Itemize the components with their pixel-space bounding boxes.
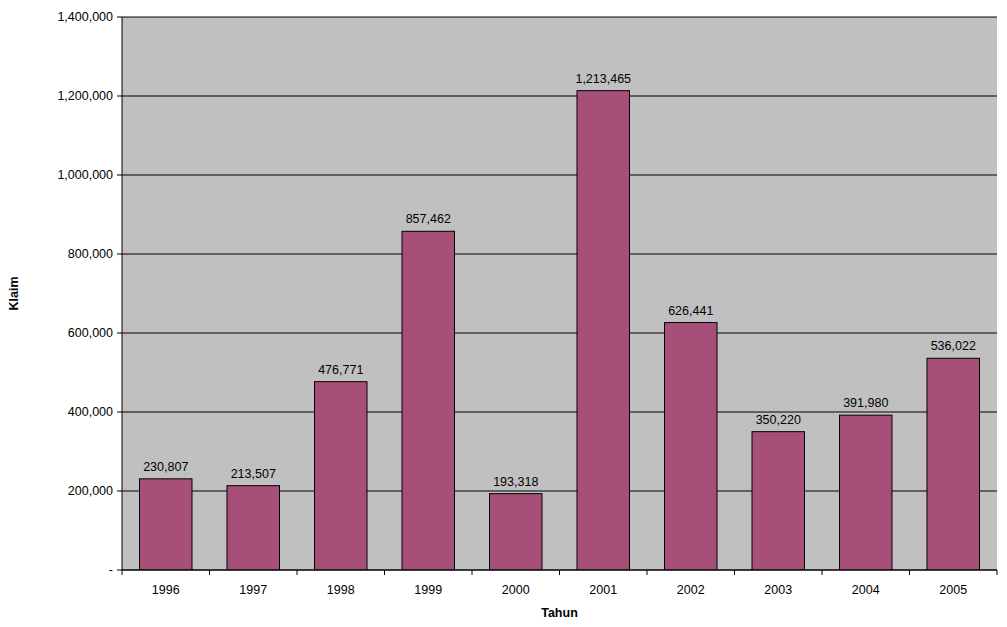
bar <box>927 358 980 570</box>
y-tick <box>117 412 122 413</box>
data-label: 230,807 <box>143 460 188 474</box>
y-tick-label: 400,000 <box>68 405 113 419</box>
y-tick-label: 1,000,000 <box>57 168 113 182</box>
x-tick <box>122 570 123 575</box>
data-label: 536,022 <box>931 339 976 353</box>
y-tick-label: 200,000 <box>68 484 113 498</box>
x-tick <box>559 570 560 575</box>
y-tick <box>117 491 122 492</box>
y-tick-label: 1,400,000 <box>57 10 113 24</box>
grid-line <box>122 333 997 334</box>
x-tick-label: 2005 <box>939 583 967 597</box>
y-tick-label: - <box>109 563 113 577</box>
data-label: 626,441 <box>668 304 713 318</box>
bars <box>140 91 980 570</box>
data-label: 857,462 <box>406 212 451 226</box>
bar <box>315 382 368 570</box>
data-label: 213,507 <box>231 467 276 481</box>
bar <box>402 231 455 570</box>
y-tick-label: 800,000 <box>68 247 113 261</box>
bar <box>752 432 805 570</box>
y-axis <box>122 17 123 570</box>
y-tick-label: 1,200,000 <box>57 89 113 103</box>
bar <box>665 323 718 570</box>
y-tick <box>117 96 122 97</box>
x-tick <box>822 570 823 575</box>
x-tick-label: 1998 <box>327 583 355 597</box>
x-tick <box>209 570 210 575</box>
x-tick-label: 1999 <box>414 583 442 597</box>
grid-line <box>122 254 997 255</box>
bar <box>577 91 630 570</box>
y-tick <box>117 570 122 571</box>
data-label: 193,318 <box>493 475 538 489</box>
x-tick <box>472 570 473 575</box>
x-axis-title: Tahun <box>541 606 578 620</box>
x-tick-label: 2002 <box>677 583 705 597</box>
grid-line <box>122 17 997 18</box>
data-label: 391,980 <box>843 396 888 410</box>
x-tick <box>734 570 735 575</box>
x-tick <box>384 570 385 575</box>
y-tick <box>117 175 122 176</box>
x-tick <box>997 570 998 575</box>
y-tick-label: 600,000 <box>68 326 113 340</box>
plot-area <box>122 17 997 570</box>
x-tick-label: 1997 <box>239 583 267 597</box>
x-tick-label: 1996 <box>152 583 180 597</box>
x-tick-label: 2000 <box>502 583 530 597</box>
grid-line <box>122 412 997 413</box>
x-tick-label: 2003 <box>764 583 792 597</box>
bar <box>840 415 893 570</box>
chart: - 200,000 400,000 600,000 800,000 1,000,000 1,… <box>0 0 1007 627</box>
x-tick-label: 2001 <box>589 583 617 597</box>
x-tick-label: 2004 <box>852 583 880 597</box>
bar <box>140 479 193 570</box>
bar <box>227 486 280 570</box>
grid-line <box>122 96 997 97</box>
x-tick <box>647 570 648 575</box>
y-tick <box>117 254 122 255</box>
y-tick <box>117 333 122 334</box>
data-label: 350,220 <box>756 413 801 427</box>
y-tick <box>117 17 122 18</box>
x-tick <box>909 570 910 575</box>
x-tick <box>297 570 298 575</box>
data-label: 476,771 <box>318 363 363 377</box>
grid-line <box>122 175 997 176</box>
data-label: 1,213,465 <box>575 72 631 86</box>
y-axis-title: Klaim <box>7 276 21 310</box>
bar <box>490 494 543 570</box>
